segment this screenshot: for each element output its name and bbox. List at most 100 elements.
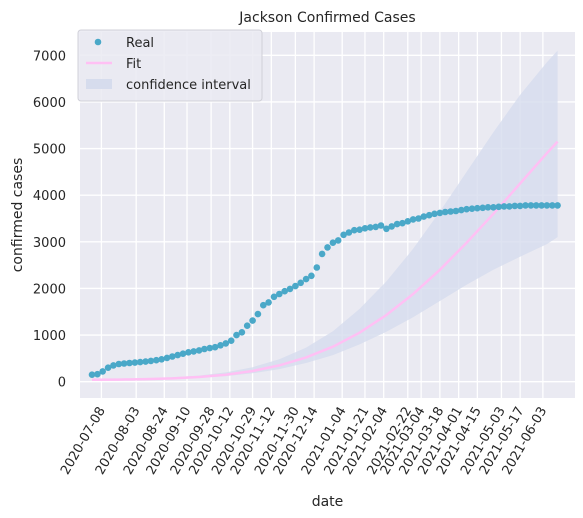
legend-fit-label: Fit bbox=[126, 57, 141, 72]
real-data-point bbox=[217, 342, 224, 349]
real-data-point bbox=[436, 209, 444, 217]
real-data-point bbox=[345, 229, 353, 236]
real-data-point bbox=[142, 358, 149, 365]
real-data-point bbox=[404, 218, 412, 225]
y-tick-label: 2000 bbox=[33, 282, 66, 297]
y-tick-label: 7000 bbox=[33, 49, 66, 64]
legend: Real Fit confidence interval bbox=[77, 29, 263, 102]
real-data-point bbox=[94, 370, 101, 378]
real-data-point bbox=[458, 206, 465, 214]
confidence-band-layer bbox=[92, 50, 558, 381]
real-data-point bbox=[297, 279, 305, 287]
real-data-point bbox=[126, 359, 133, 367]
real-data-point bbox=[554, 202, 561, 209]
real-data-point bbox=[238, 329, 246, 336]
real-data-point bbox=[270, 293, 278, 301]
real-data-point bbox=[463, 205, 470, 213]
real-data-point bbox=[201, 345, 208, 353]
real-data-point bbox=[120, 360, 128, 367]
real-data-point bbox=[324, 244, 331, 251]
real-data-point bbox=[329, 239, 337, 246]
legend-box bbox=[77, 29, 263, 102]
legend-real-label: Real bbox=[126, 36, 154, 51]
real-data-point bbox=[334, 237, 342, 244]
real-data-point bbox=[99, 368, 106, 375]
x-axis-label: date bbox=[312, 494, 344, 510]
real-data-point bbox=[265, 299, 272, 306]
real-data-point bbox=[538, 202, 545, 209]
real-data-point bbox=[211, 343, 219, 351]
real-data-point bbox=[495, 203, 503, 211]
real-data-point bbox=[452, 207, 460, 215]
real-data-point bbox=[543, 202, 551, 209]
real-data-point bbox=[415, 215, 422, 222]
real-data-point bbox=[233, 331, 240, 339]
chart-title: Jackson Confirmed Cases bbox=[238, 10, 415, 26]
real-data-point bbox=[367, 224, 374, 231]
real-data-point bbox=[308, 272, 315, 280]
real-data-point bbox=[136, 358, 144, 366]
real-data-point bbox=[490, 204, 497, 211]
real-data-point bbox=[484, 204, 492, 211]
y-tick-labels: 0 1000 2000 3000 4000 5000 6000 7000 bbox=[33, 49, 66, 390]
real-data-point bbox=[340, 231, 347, 239]
real-data-point bbox=[399, 219, 406, 227]
real-data-point bbox=[249, 317, 256, 324]
legend-band-label: confidence interval bbox=[126, 78, 251, 93]
real-data-point bbox=[185, 349, 192, 356]
real-data-point bbox=[511, 202, 519, 210]
real-data-point bbox=[104, 364, 112, 372]
real-data-point bbox=[254, 310, 262, 318]
real-data-point bbox=[169, 353, 176, 360]
real-data-point bbox=[281, 287, 289, 295]
real-data-point bbox=[206, 344, 214, 352]
x-tick-labels: 2020-07-082020-08-032020-08-242020-09-10… bbox=[58, 405, 550, 478]
real-data-point bbox=[227, 337, 235, 345]
real-data-point bbox=[549, 202, 556, 209]
real-data-point bbox=[222, 340, 230, 347]
real-data-point bbox=[302, 275, 310, 283]
real-data-point bbox=[361, 225, 369, 232]
real-data-point bbox=[351, 226, 358, 234]
real-data-point bbox=[527, 202, 535, 209]
y-axis-label: confirmed cases bbox=[10, 158, 26, 273]
real-data-point bbox=[276, 290, 283, 298]
real-data-point bbox=[158, 356, 165, 363]
real-data-point bbox=[286, 285, 294, 293]
real-data-point bbox=[110, 362, 117, 369]
real-data-point bbox=[292, 282, 299, 290]
real-data-point bbox=[377, 222, 385, 229]
real-data-point bbox=[88, 371, 96, 379]
legend-real-marker bbox=[94, 38, 102, 46]
real-data-point bbox=[131, 359, 139, 366]
real-data-point bbox=[163, 354, 171, 362]
real-data-point bbox=[190, 348, 197, 355]
real-data-point bbox=[195, 347, 203, 354]
real-data-point bbox=[425, 211, 433, 219]
real-data-point bbox=[532, 202, 540, 209]
real-data-point bbox=[243, 322, 251, 330]
real-data-point bbox=[383, 225, 390, 233]
legend-band-marker bbox=[86, 79, 112, 89]
real-data-point bbox=[447, 208, 454, 215]
y-tick-label: 1000 bbox=[33, 329, 66, 344]
real-data-point bbox=[516, 202, 524, 210]
y-tick-label: 6000 bbox=[33, 96, 66, 111]
real-points-layer bbox=[88, 202, 561, 379]
real-data-point bbox=[147, 357, 155, 365]
real-data-point bbox=[388, 223, 396, 230]
y-tick-label: 5000 bbox=[33, 143, 66, 158]
fit-line bbox=[91, 140, 559, 382]
y-tick-label: 0 bbox=[58, 376, 66, 391]
real-data-point bbox=[441, 208, 449, 216]
real-data-point bbox=[431, 210, 438, 218]
real-data-point bbox=[260, 301, 267, 309]
real-data-point bbox=[115, 360, 123, 368]
real-data-point bbox=[474, 204, 481, 212]
y-tick-label: 3000 bbox=[33, 236, 66, 251]
real-data-point bbox=[500, 203, 508, 210]
real-data-point bbox=[393, 220, 401, 228]
confidence-band bbox=[92, 50, 558, 381]
real-data-point bbox=[318, 250, 326, 258]
